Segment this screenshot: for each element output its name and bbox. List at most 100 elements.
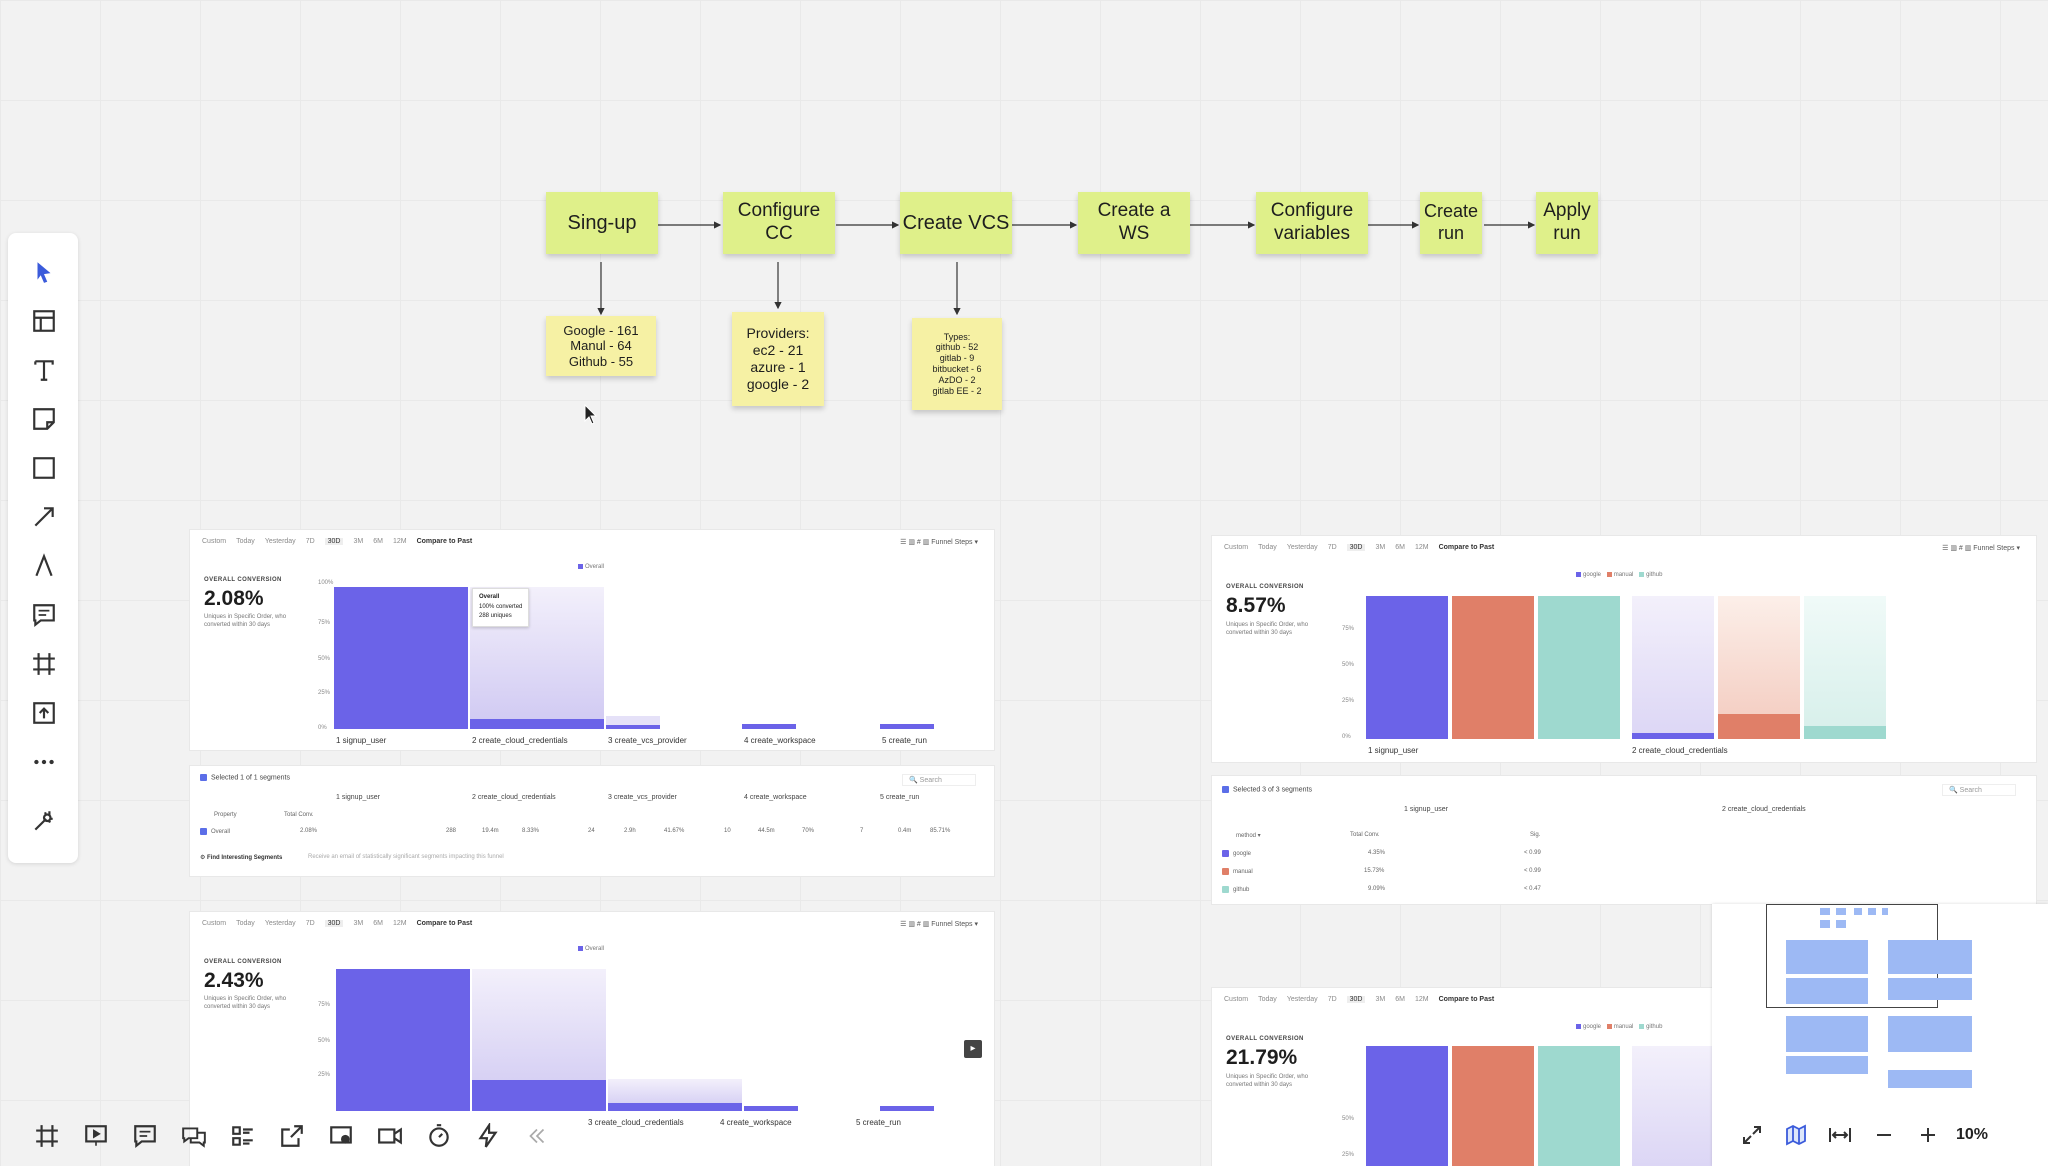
step-create-run[interactable]: Create run [1420,192,1482,254]
more-icon[interactable] [31,749,57,775]
presentation-button[interactable] [71,1118,120,1154]
zoom-in-button[interactable] [1906,1118,1950,1152]
screen-record-button[interactable] [316,1118,365,1154]
note-providers[interactable]: Providers: ec2 - 21 azure - 1 google - 2 [732,312,824,406]
step-sign-up[interactable]: Sing-up [546,192,658,254]
tab-30d[interactable]: 30D [324,538,344,545]
tab-today[interactable]: Today [236,920,255,927]
segments-selector[interactable]: Selected 1 of 1 segments [200,774,290,781]
timer-button[interactable] [414,1118,463,1154]
arrow-icon[interactable] [31,504,57,530]
step-configure-variables[interactable]: Configure variables [1256,192,1368,254]
tab-yesterday[interactable]: Yesterday [264,920,296,927]
bar-google-signup[interactable] [1366,1046,1448,1166]
zoom-level[interactable]: 10% [1956,1126,1989,1143]
bar-create-run[interactable] [880,724,934,729]
video-button[interactable] [365,1118,414,1154]
bar-signup-user[interactable] [336,969,470,1111]
magic-icon[interactable] [31,808,57,834]
table-icon[interactable] [31,308,57,334]
bar-vcs-provider[interactable] [606,725,660,729]
bar-github-signup[interactable] [1538,1046,1620,1166]
bar-create-workspace[interactable] [742,724,796,729]
tab-6m[interactable]: 6M [373,538,383,545]
sticky-note-icon[interactable] [31,406,57,432]
tab-custom[interactable]: Custom [202,538,227,545]
tab-custom[interactable]: Custom [1224,544,1249,551]
select-icon[interactable] [31,259,57,285]
upload-icon[interactable] [31,700,57,726]
tab-12m[interactable]: 12M [392,538,407,545]
tab-12m[interactable]: 12M [1414,996,1429,1003]
minimap[interactable] [1712,904,2048,1166]
tab-7d[interactable]: 7D [1327,544,1337,551]
side-panel-toggle[interactable]: ▸ [964,1040,982,1058]
search-input[interactable]: 🔍 Search [1942,784,2016,796]
tab-7d[interactable]: 7D [305,920,315,927]
zoom-out-button[interactable] [1862,1118,1906,1152]
tab-3m[interactable]: 3M [1375,544,1386,551]
step-configure-cc[interactable]: Configure CC [723,192,835,254]
tab-30d[interactable]: 30D [1346,996,1366,1003]
table-row-github[interactable]: github [1222,886,1249,893]
note-signup-methods[interactable]: Google - 161 Manul - 64 Github - 55 [546,316,656,376]
bar-signup-user[interactable] [334,587,468,729]
board-outline-button[interactable] [218,1118,267,1154]
tab-3m[interactable]: 3M [353,538,364,545]
bar-manual-signup[interactable] [1452,596,1534,739]
bar-google-signup[interactable] [1366,596,1448,739]
find-segments-link[interactable]: ⚙ Find Interesting Segments [200,855,283,861]
bar-create-workspace[interactable] [744,1106,798,1111]
segments-selector[interactable]: Selected 3 of 3 segments [1222,786,1312,793]
step-create-vcs[interactable]: Create VCS [900,192,1012,254]
compare-button[interactable]: Compare to Past [1438,544,1495,551]
bar-cloud-credentials[interactable] [472,1080,606,1111]
tab-yesterday[interactable]: Yesterday [1286,996,1318,1003]
tab-12m[interactable]: 12M [392,920,407,927]
tab-custom[interactable]: Custom [202,920,227,927]
comments-button[interactable] [120,1118,169,1154]
chat-button[interactable] [169,1118,218,1154]
search-input[interactable]: 🔍 Search [902,774,976,786]
bar-manual-credentials[interactable] [1718,714,1800,739]
tab-3m[interactable]: 3M [353,920,364,927]
table-row-google[interactable]: google [1222,850,1251,857]
column-header-method[interactable]: method ▾ [1236,833,1261,839]
bar-github-credentials[interactable] [1804,726,1886,739]
bar-create-run[interactable] [880,1106,934,1111]
minimap-toggle[interactable] [1774,1118,1818,1152]
lightning-button[interactable] [463,1118,512,1154]
tab-7d[interactable]: 7D [305,538,315,545]
frames-button[interactable] [22,1118,71,1154]
bar-google-credentials[interactable] [1632,733,1714,739]
bar-cloud-credentials[interactable] [470,719,604,729]
funnel-steps-select[interactable]: ☰ ▥ # ▥ Funnel Steps ▾ [900,539,978,546]
tab-3m[interactable]: 3M [1375,996,1386,1003]
bar-vcs-provider[interactable] [608,1103,742,1111]
tab-6m[interactable]: 6M [373,920,383,927]
compare-button[interactable]: Compare to Past [1438,996,1495,1003]
tab-custom[interactable]: Custom [1224,996,1249,1003]
share-button[interactable] [267,1118,316,1154]
funnel-steps-select[interactable]: ☰ ▥ # ▥ Funnel Steps ▾ [1942,545,2020,552]
tab-today[interactable]: Today [236,538,255,545]
step-create-ws[interactable]: Create a WS [1078,192,1190,254]
tab-yesterday[interactable]: Yesterday [1286,544,1318,551]
table-row-manual[interactable]: manual [1222,868,1253,875]
bar-github-signup[interactable] [1538,596,1620,739]
fullscreen-button[interactable] [1730,1118,1774,1152]
bar-manual-signup[interactable] [1452,1046,1534,1166]
pen-icon[interactable] [31,553,57,579]
tab-12m[interactable]: 12M [1414,544,1429,551]
tab-today[interactable]: Today [1258,544,1277,551]
funnel-steps-select[interactable]: ☰ ▥ # ▥ Funnel Steps ▾ [900,921,978,928]
comment-icon[interactable] [31,602,57,628]
tab-yesterday[interactable]: Yesterday [264,538,296,545]
tab-today[interactable]: Today [1258,996,1277,1003]
tab-6m[interactable]: 6M [1395,996,1405,1003]
rectangle-icon[interactable] [31,455,57,481]
table-row-overall[interactable]: Overall [200,828,230,835]
tab-30d[interactable]: 30D [1346,544,1366,551]
text-icon[interactable] [31,357,57,383]
collapse-toolbar-button[interactable] [512,1118,561,1154]
